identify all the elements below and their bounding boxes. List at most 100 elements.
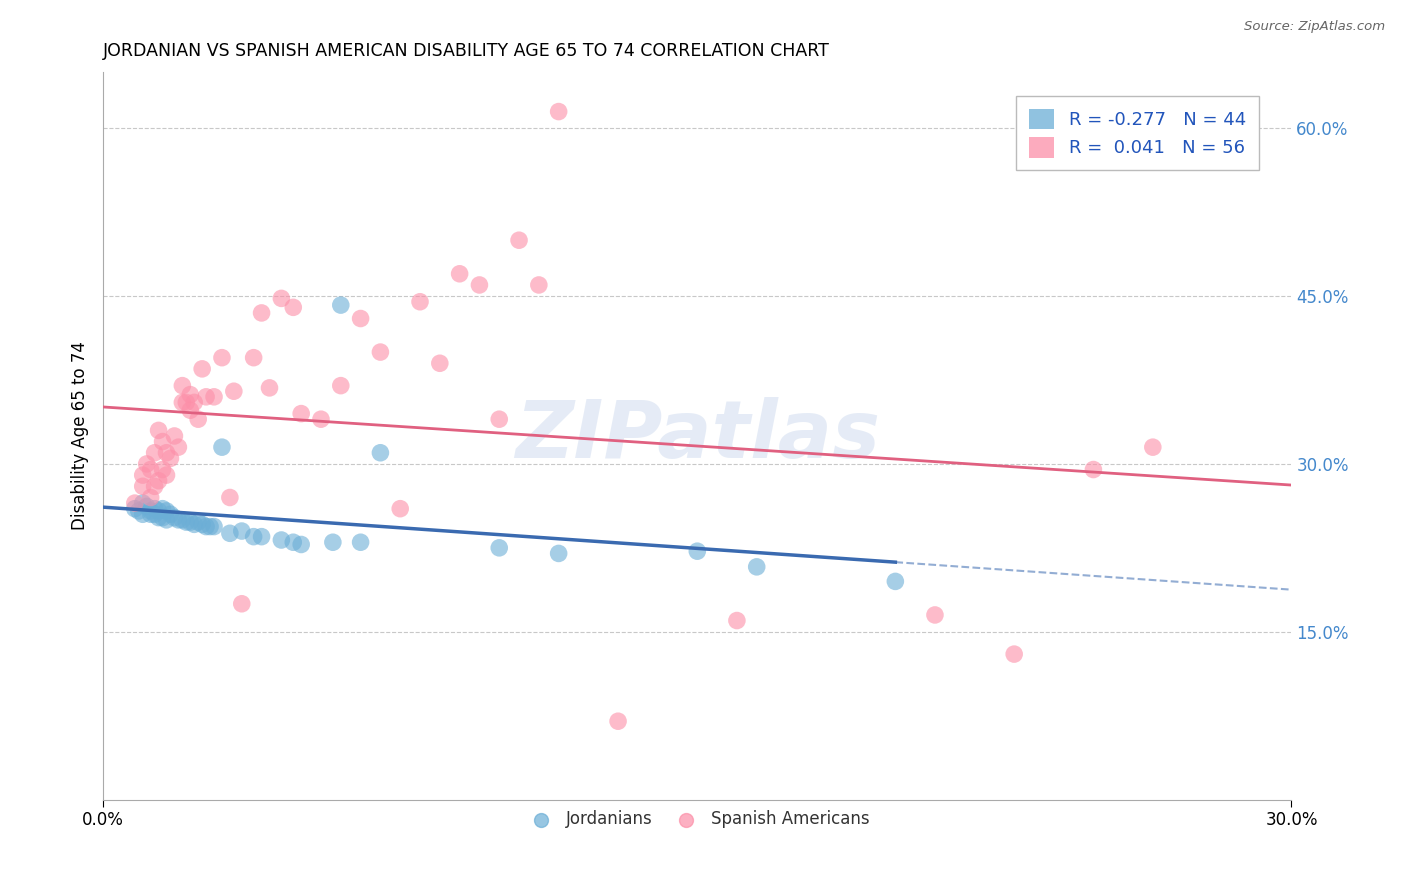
Text: JORDANIAN VS SPANISH AMERICAN DISABILITY AGE 65 TO 74 CORRELATION CHART: JORDANIAN VS SPANISH AMERICAN DISABILITY… — [103, 42, 830, 60]
Point — [283, 301, 305, 315]
Point — [139, 491, 162, 505]
Point — [222, 384, 245, 399]
Point — [179, 387, 201, 401]
Point — [322, 535, 344, 549]
Point — [309, 412, 332, 426]
Point — [250, 306, 273, 320]
Point — [270, 533, 292, 547]
Point — [370, 446, 392, 460]
Point — [211, 440, 233, 454]
Point — [547, 104, 569, 119]
Point — [191, 517, 214, 532]
Point — [163, 429, 186, 443]
Point — [159, 451, 181, 466]
Point — [283, 535, 305, 549]
Point — [290, 407, 312, 421]
Point — [1002, 647, 1025, 661]
Point — [370, 345, 392, 359]
Point — [176, 515, 198, 529]
Point — [139, 508, 162, 522]
Point — [202, 390, 225, 404]
Point — [429, 356, 451, 370]
Point — [132, 496, 155, 510]
Point — [135, 457, 157, 471]
Point — [349, 311, 371, 326]
Point — [143, 501, 166, 516]
Point — [179, 515, 201, 529]
Point — [155, 446, 177, 460]
Point — [250, 530, 273, 544]
Point — [198, 519, 221, 533]
Point — [187, 412, 209, 426]
Point — [155, 468, 177, 483]
Point — [143, 446, 166, 460]
Point — [148, 504, 170, 518]
Point — [270, 292, 292, 306]
Point — [143, 479, 166, 493]
Point — [159, 508, 181, 522]
Point — [167, 513, 190, 527]
Point — [191, 362, 214, 376]
Point — [148, 474, 170, 488]
Point — [607, 714, 630, 729]
Point — [329, 378, 352, 392]
Point — [409, 294, 432, 309]
Point — [155, 504, 177, 518]
Point — [1083, 462, 1105, 476]
Point — [468, 277, 491, 292]
Point — [176, 395, 198, 409]
Legend: Jordanians, Spanish Americans: Jordanians, Spanish Americans — [517, 804, 877, 835]
Point — [290, 537, 312, 551]
Point — [179, 403, 201, 417]
Point — [163, 510, 186, 524]
Point — [389, 501, 412, 516]
Point — [488, 412, 510, 426]
Point — [488, 541, 510, 555]
Point — [508, 233, 530, 247]
Point — [259, 381, 281, 395]
Point — [187, 515, 209, 529]
Point — [884, 574, 907, 589]
Text: Source: ZipAtlas.com: Source: ZipAtlas.com — [1244, 20, 1385, 33]
Point — [148, 423, 170, 437]
Point — [128, 504, 150, 518]
Point — [132, 479, 155, 493]
Point — [183, 517, 205, 532]
Point — [155, 513, 177, 527]
Point — [132, 508, 155, 522]
Point — [219, 491, 242, 505]
Point — [242, 351, 264, 365]
Point — [195, 390, 218, 404]
Point — [172, 513, 194, 527]
Point — [686, 544, 709, 558]
Point — [152, 510, 174, 524]
Point — [143, 508, 166, 522]
Point — [725, 614, 748, 628]
Point — [547, 546, 569, 560]
Point — [124, 496, 146, 510]
Point — [231, 597, 253, 611]
Point — [202, 519, 225, 533]
Point — [148, 510, 170, 524]
Point — [183, 395, 205, 409]
Point — [172, 395, 194, 409]
Point — [1142, 440, 1164, 454]
Point — [139, 462, 162, 476]
Point — [195, 519, 218, 533]
Y-axis label: Disability Age 65 to 74: Disability Age 65 to 74 — [72, 342, 89, 531]
Point — [152, 501, 174, 516]
Point — [152, 462, 174, 476]
Point — [219, 526, 242, 541]
Point — [211, 351, 233, 365]
Point — [449, 267, 471, 281]
Point — [745, 559, 768, 574]
Point — [329, 298, 352, 312]
Point — [167, 440, 190, 454]
Point — [132, 468, 155, 483]
Point — [124, 501, 146, 516]
Point — [135, 500, 157, 514]
Point — [527, 277, 550, 292]
Point — [152, 434, 174, 449]
Text: ZIPatlas: ZIPatlas — [515, 397, 880, 475]
Point — [242, 530, 264, 544]
